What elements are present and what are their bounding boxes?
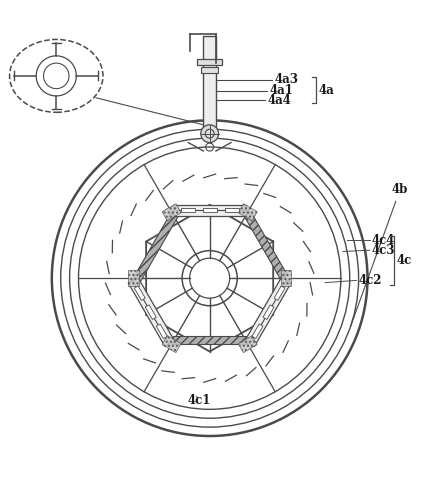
Polygon shape xyxy=(134,213,178,281)
Bar xyxy=(203,36,216,131)
Polygon shape xyxy=(202,208,217,212)
Text: 4c2: 4c2 xyxy=(359,274,382,287)
Polygon shape xyxy=(156,324,167,339)
Polygon shape xyxy=(244,212,288,280)
Polygon shape xyxy=(173,337,246,345)
Text: 4c4: 4c4 xyxy=(372,234,395,247)
Polygon shape xyxy=(274,286,285,300)
Polygon shape xyxy=(181,208,195,212)
Polygon shape xyxy=(252,324,263,339)
Text: 4a3: 4a3 xyxy=(274,73,298,87)
Polygon shape xyxy=(245,277,291,347)
Polygon shape xyxy=(238,336,257,353)
Polygon shape xyxy=(281,270,291,286)
Polygon shape xyxy=(162,204,181,221)
Polygon shape xyxy=(134,286,145,300)
Text: 4b: 4b xyxy=(351,183,409,326)
Bar xyxy=(198,59,222,65)
Text: 4a4: 4a4 xyxy=(268,94,291,107)
Bar xyxy=(201,67,218,73)
Polygon shape xyxy=(145,305,156,319)
Polygon shape xyxy=(128,277,174,347)
Polygon shape xyxy=(173,205,246,216)
Polygon shape xyxy=(162,336,181,353)
Polygon shape xyxy=(128,270,139,286)
Polygon shape xyxy=(238,204,257,221)
Polygon shape xyxy=(263,305,274,319)
Polygon shape xyxy=(224,208,239,212)
Text: 4c1: 4c1 xyxy=(187,394,211,407)
Text: 4a1: 4a1 xyxy=(270,84,293,97)
Text: 4c: 4c xyxy=(396,254,412,267)
Circle shape xyxy=(201,125,219,142)
Text: 4c3: 4c3 xyxy=(372,243,396,257)
Text: 4a: 4a xyxy=(318,83,334,97)
